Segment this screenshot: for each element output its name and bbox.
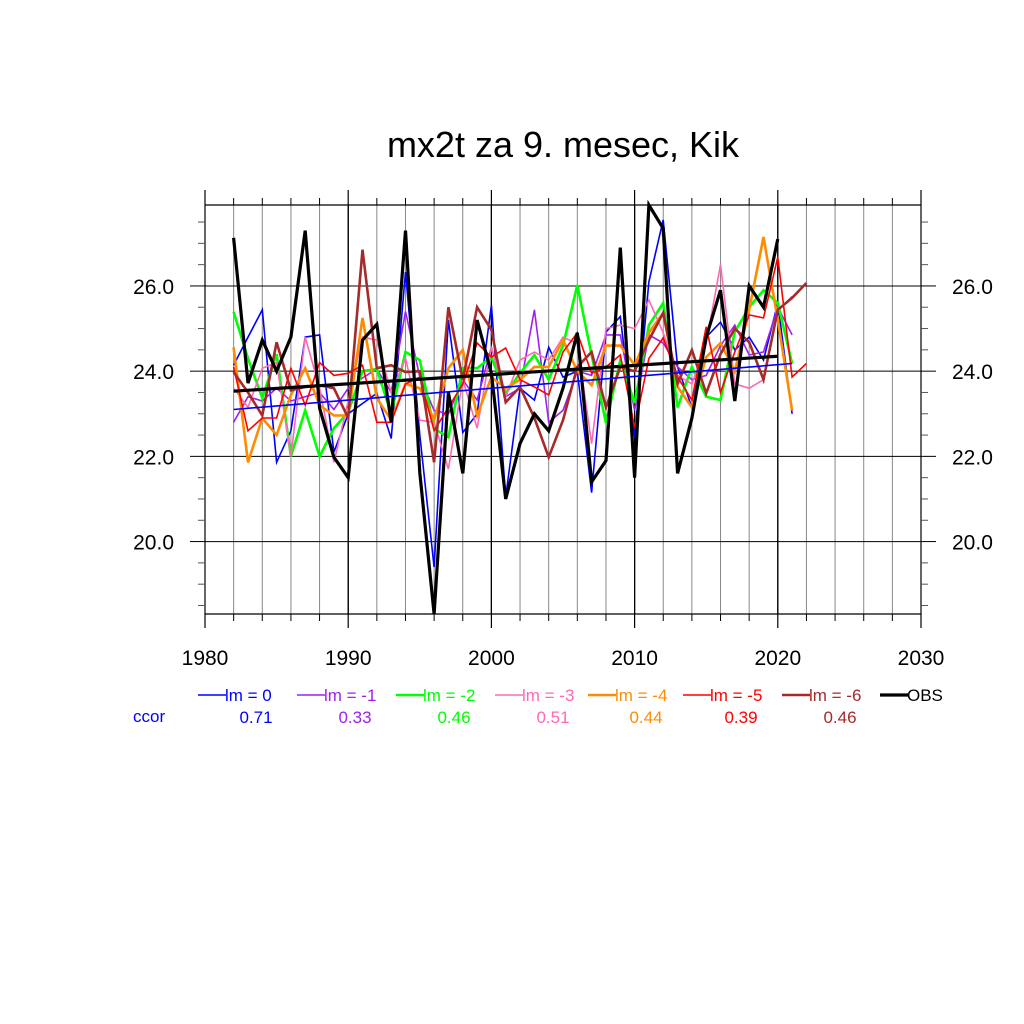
legend-ccor-value: 0.51 (536, 708, 569, 727)
legend-item-lm-1: lm = -1 0.33 (297, 686, 376, 727)
legend-label: lm = -2 (423, 686, 475, 705)
legend-label: lm = 0 (225, 686, 272, 705)
series-line-lm-6 (232, 249, 808, 463)
legend-label: OBS (907, 686, 943, 705)
y-tick-label-right: 24.0 (952, 361, 993, 384)
legend-label: lm = -6 (809, 686, 861, 705)
trend-line-lm0 (233, 362, 793, 411)
legend-ccor-value: 0.71 (239, 708, 272, 727)
x-tick-label: 1980 (182, 647, 229, 670)
legend-item-lm-2: lm = -2 0.46 (396, 686, 475, 727)
x-tick-label: 2020 (754, 647, 801, 670)
y-tick-label-left: 20.0 (133, 532, 174, 555)
legend-ccor-value: 0.46 (437, 708, 470, 727)
legend-item-obs: OBS (880, 686, 943, 705)
legend-item-lm-3: lm = -3 0.51 (495, 686, 574, 727)
legend-item-lm0: lm = 0 0.71 (198, 686, 273, 727)
legend-item-lm-6: lm = -6 0.46 (782, 686, 861, 727)
series-line-lm-4 (232, 236, 794, 463)
chart-title: mx2t za 9. mesec, Kik (387, 124, 740, 165)
legend-ccor-value: 0.33 (338, 708, 371, 727)
trend-line-obs (233, 354, 778, 393)
x-tick-label: 2010 (611, 647, 658, 670)
legend-label: lm = -4 (615, 686, 667, 705)
legend: ccor lm = 0 0.71 lm = -1 0.33 lm = -2 0.… (133, 686, 943, 727)
y-tick-label-left: 24.0 (133, 361, 174, 384)
ccor-label: ccor (133, 707, 165, 726)
legend-label: lm = -5 (710, 686, 762, 705)
x-tick-label: 1990 (325, 647, 372, 670)
series-line-OBS (232, 199, 780, 615)
legend-ccor-value: 0.44 (629, 708, 662, 727)
legend-ccor-value: 0.46 (823, 708, 856, 727)
y-tick-label-right: 22.0 (952, 446, 993, 469)
legend-label: lm = -3 (522, 686, 574, 705)
legend-label: lm = -1 (324, 686, 376, 705)
tick-labels: 1980 1990 2000 2010 2020 2030 20.0 22.0 … (133, 276, 993, 670)
y-tick-label-left: 22.0 (133, 446, 174, 469)
legend-item-lm-4: lm = -4 0.44 (588, 686, 667, 727)
y-tick-label-right: 20.0 (952, 532, 993, 555)
y-tick-label-right: 26.0 (952, 276, 993, 299)
series-lines (232, 199, 808, 615)
x-tick-label: 2030 (898, 647, 945, 670)
series-line-lm-5 (232, 256, 807, 433)
legend-item-lm-5: lm = -5 0.39 (683, 686, 762, 727)
y-tick-label-left: 26.0 (133, 276, 174, 299)
x-tick-label: 2000 (468, 647, 515, 670)
legend-ccor-value: 0.39 (724, 708, 757, 727)
